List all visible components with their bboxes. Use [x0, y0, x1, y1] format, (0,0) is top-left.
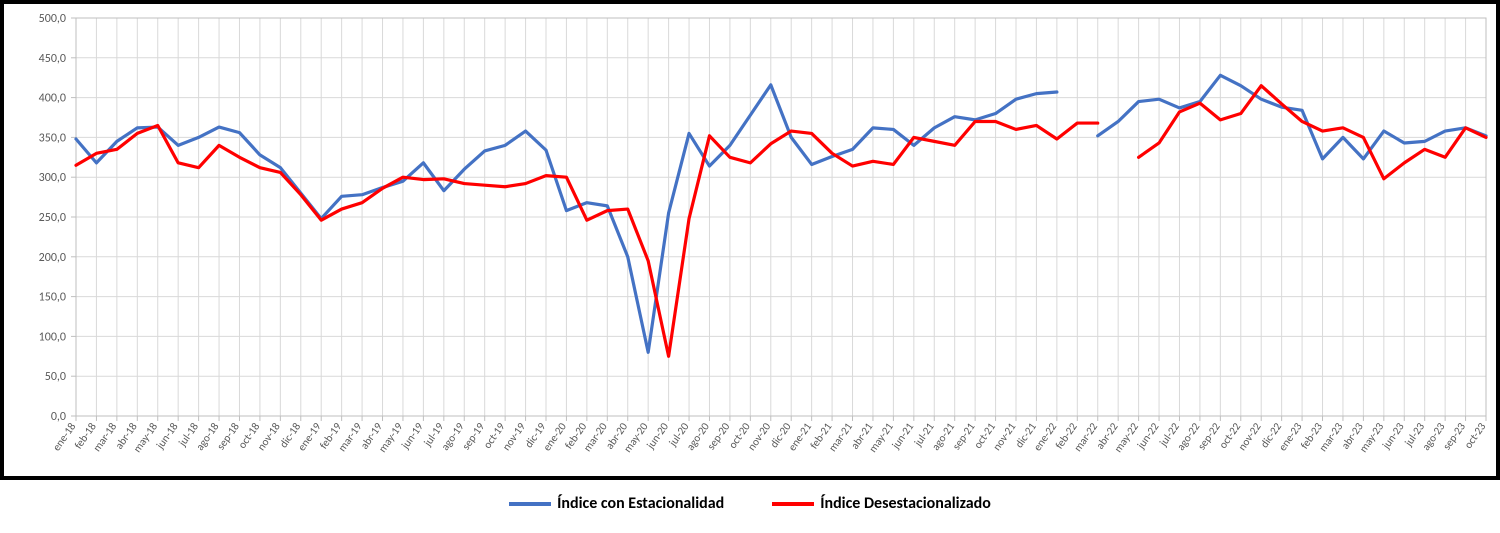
x-axis-label: ene-20 [540, 420, 569, 453]
x-axis-label: jun-23 [1379, 420, 1407, 452]
x-axis-label: ene-18 [50, 420, 79, 453]
x-axis-label: sep-21 [950, 420, 978, 452]
legend-item-0: Índice con Estacionalidad [509, 494, 724, 513]
x-axis-label: jun-20 [643, 420, 671, 452]
y-axis-label: 200,0 [39, 251, 66, 265]
y-axis-label: 0,0 [51, 410, 66, 424]
x-axis-label: sep-22 [1195, 420, 1223, 452]
x-axis-label: sep-23 [1440, 420, 1468, 452]
x-axis-label: sep-19 [459, 420, 487, 452]
x-axis-label: jun-22 [1134, 420, 1162, 452]
x-axis-label: nov-22 [1235, 420, 1264, 453]
y-axis-label: 400,0 [39, 92, 66, 106]
x-axis-label: jun-21 [889, 420, 917, 452]
x-axis-label: oct-23 [1462, 420, 1489, 451]
x-axis-label: ene-22 [1031, 420, 1060, 453]
x-axis-label: nov-20 [745, 420, 774, 453]
legend-label: Índice Desestacionalizado [820, 494, 991, 513]
chart-legend: Índice con Estacionalidad Índice Desestac… [0, 480, 1500, 519]
y-axis-label: 300,0 [39, 171, 66, 185]
y-axis-label: 450,0 [39, 52, 66, 66]
series-line-0 [76, 75, 1486, 352]
x-axis-label: ene-23 [1276, 420, 1305, 453]
y-axis-label: 250,0 [39, 211, 66, 225]
series-line-1 [76, 86, 1486, 357]
line-chart: 0,0 50,0 100,0 150,0 200,0 250,0 300,0 350,0 400… [0, 0, 1500, 480]
x-axis-label: jun-18 [153, 420, 181, 452]
y-axis-label: 500,0 [39, 12, 66, 26]
legend-item-1: Índice Desestacionalizado [772, 494, 991, 513]
legend-swatch-1 [772, 502, 814, 506]
line-chart-canvas: 0,0 50,0 100,0 150,0 200,0 250,0 300,0 350,0 400… [4, 4, 1496, 476]
y-axis-label: 50,0 [45, 370, 66, 384]
y-axis-label: 350,0 [39, 131, 66, 145]
x-axis-label: ene-19 [295, 420, 324, 453]
legend-swatch-0 [509, 502, 551, 506]
x-axis-label: nov-21 [990, 420, 1019, 453]
y-axis-label: 100,0 [39, 330, 66, 344]
x-axis-label: sep-20 [704, 420, 732, 452]
legend-label: Índice con Estacionalidad [557, 494, 724, 513]
x-axis-label: jun-19 [398, 420, 426, 452]
x-axis-label: sep-18 [214, 420, 242, 452]
x-axis-label: ene-21 [786, 420, 815, 453]
y-axis-label: 150,0 [39, 291, 66, 305]
x-axis-label: nov-19 [500, 420, 529, 453]
x-axis-label: nov-18 [255, 420, 284, 453]
